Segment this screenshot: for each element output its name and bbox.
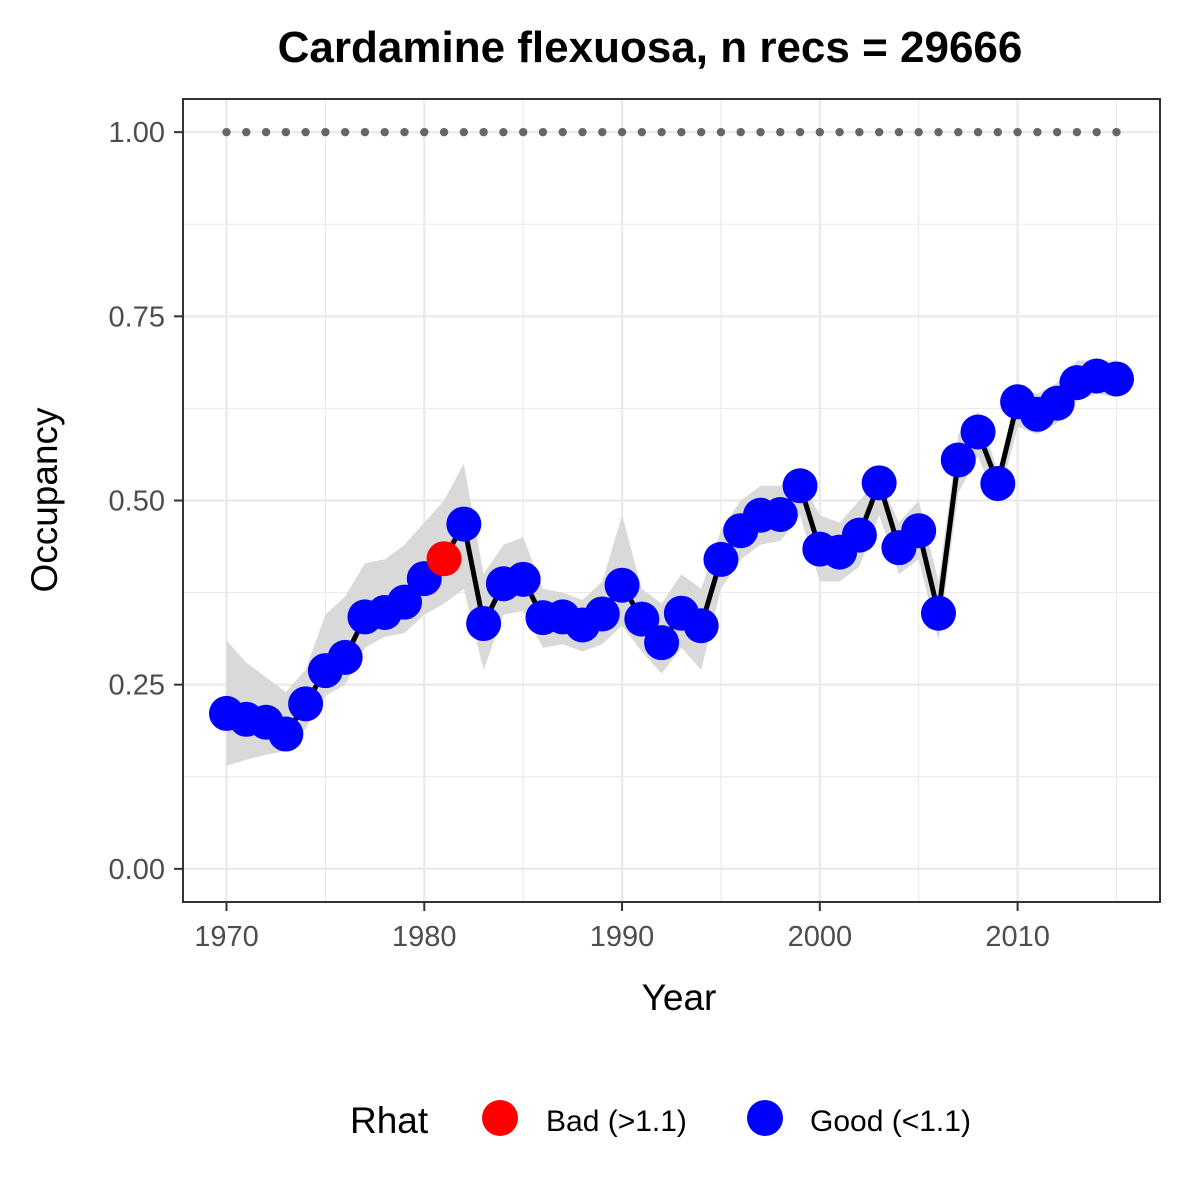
data-point-1991 — [624, 601, 660, 637]
reference-dot — [914, 127, 923, 137]
reference-dot — [1072, 127, 1082, 137]
reference-dot — [439, 127, 449, 137]
reference-dot — [716, 127, 726, 137]
reference-dot — [855, 127, 864, 137]
reference-dot — [677, 127, 686, 137]
y-axis-title: Occupancy — [24, 407, 65, 593]
reference-dot — [479, 127, 488, 137]
x-axis: 1970 1980 1990 2000 2010 — [194, 902, 1050, 953]
reference-dot — [894, 127, 904, 137]
y-tick-label: 0.75 — [109, 301, 165, 333]
reference-dot — [360, 127, 370, 137]
x-tick-label: 1990 — [590, 921, 655, 953]
data-point-1976 — [327, 639, 363, 675]
x-tick-label: 2010 — [985, 921, 1050, 953]
reference-dot — [222, 127, 231, 137]
reference-dot — [756, 127, 765, 137]
reference-dot — [281, 127, 291, 137]
reference-dot — [242, 127, 251, 137]
legend-label-good: Good (<1.1) — [810, 1105, 971, 1138]
reference-dot — [459, 127, 469, 137]
reference-dot — [538, 127, 548, 137]
reference-dot — [301, 127, 310, 137]
reference-dot — [795, 127, 805, 137]
data-point-1983 — [466, 606, 502, 642]
reference-dot — [617, 127, 627, 137]
y-tick-label: 1.00 — [109, 117, 165, 149]
plot-panel — [182, 98, 1161, 903]
legend-title: Rhat — [350, 1100, 429, 1141]
y-tick-label: 0.50 — [109, 486, 165, 518]
reference-dot — [558, 127, 567, 137]
occupancy-points — [209, 358, 1134, 752]
reference-dot — [1092, 127, 1101, 137]
data-point-1981 — [426, 541, 462, 577]
x-tick-label: 2000 — [788, 921, 853, 953]
data-point-2009 — [980, 466, 1016, 502]
reference-dot — [1112, 127, 1121, 137]
reference-dot — [934, 127, 943, 137]
reference-dot — [420, 127, 429, 137]
reference-dot — [321, 127, 330, 137]
reference-dot — [874, 127, 884, 137]
data-point-2002 — [841, 517, 877, 553]
reference-dot — [993, 127, 1003, 137]
reference-dot — [578, 127, 587, 137]
y-axis: 0.00 0.25 0.50 0.75 1.00 — [109, 117, 183, 886]
data-point-1995 — [703, 541, 739, 577]
reference-dot — [340, 127, 350, 137]
reference-dot — [1013, 127, 1022, 137]
data-point-1992 — [644, 625, 680, 661]
reference-dot — [637, 127, 647, 137]
x-tick-label: 1980 — [392, 921, 457, 953]
reference-dot — [518, 127, 528, 137]
reference-dot — [815, 127, 825, 137]
legend-key-good — [747, 1100, 783, 1136]
data-point-1990 — [604, 567, 640, 603]
reference-dot — [499, 127, 508, 137]
data-point-1989 — [584, 596, 620, 632]
data-point-2007 — [940, 442, 976, 478]
data-point-2005 — [901, 513, 937, 549]
reference-dot — [973, 127, 983, 137]
reference-dot — [954, 127, 963, 137]
legend-label-bad: Bad (>1.1) — [546, 1105, 687, 1138]
y-tick-label: 0.00 — [109, 854, 165, 886]
reference-dot — [835, 127, 844, 137]
reference-dot — [657, 127, 666, 137]
y-tick-label: 0.25 — [109, 670, 165, 702]
legend-key-bad — [482, 1100, 518, 1136]
reference-dot — [776, 127, 785, 137]
data-point-1973 — [268, 716, 304, 752]
reference-dot — [1052, 127, 1062, 137]
data-point-2015 — [1098, 361, 1134, 397]
data-point-2006 — [920, 595, 956, 631]
x-axis-title: Year — [642, 977, 717, 1018]
reference-dot — [696, 127, 706, 137]
reference-dot — [598, 127, 607, 137]
data-point-2008 — [960, 414, 996, 450]
reference-dot — [1033, 127, 1042, 137]
data-point-1999 — [782, 468, 818, 504]
reference-dot — [380, 127, 389, 137]
data-point-1994 — [683, 608, 719, 644]
reference-dot — [261, 127, 271, 137]
data-point-1974 — [288, 686, 324, 722]
x-tick-label: 1970 — [194, 921, 259, 953]
data-point-1979 — [387, 584, 423, 620]
legend: Rhat Bad (>1.1) Good (<1.1) — [350, 1100, 971, 1141]
data-point-2003 — [861, 465, 897, 501]
data-point-1998 — [762, 496, 798, 532]
data-point-1985 — [505, 561, 541, 597]
reference-line-dotted — [222, 127, 1121, 137]
chart-title: Cardamine flexuosa, n recs = 29666 — [278, 23, 1023, 72]
reference-dot — [736, 127, 745, 137]
data-point-1982 — [446, 506, 482, 542]
reference-dot — [400, 127, 409, 137]
